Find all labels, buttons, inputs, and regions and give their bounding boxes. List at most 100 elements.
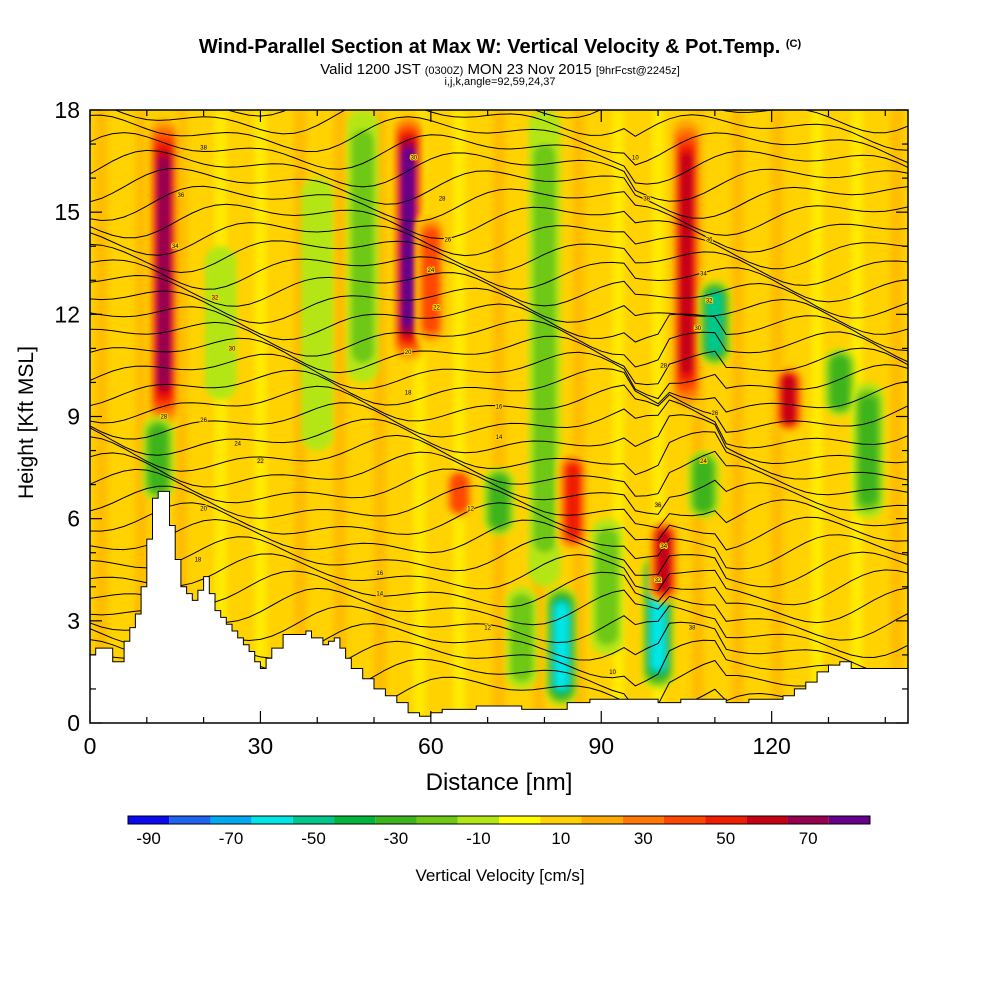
colorbar-tick-label: -90 bbox=[136, 829, 161, 848]
velocity-band bbox=[422, 228, 439, 333]
colorbar-swatch bbox=[828, 816, 870, 824]
isentrope-line bbox=[90, 502, 908, 551]
isentrope-label: 32 bbox=[212, 295, 219, 301]
velocity-core bbox=[823, 348, 856, 417]
isentrope-label: 16 bbox=[376, 571, 383, 577]
isentrope-label: 22 bbox=[257, 459, 264, 465]
colorbar-swatch bbox=[457, 816, 499, 824]
chart-title-tag: (C) bbox=[785, 38, 802, 50]
isentrope-label: 18 bbox=[405, 391, 412, 397]
isentrope-line bbox=[90, 367, 908, 413]
isentrope-line bbox=[90, 518, 908, 570]
colorbar-tick-label: -10 bbox=[466, 829, 491, 848]
velocity-core bbox=[556, 450, 589, 553]
velocity-band bbox=[595, 528, 619, 646]
x-tick-label: 30 bbox=[248, 733, 274, 759]
velocity-band bbox=[694, 457, 713, 512]
isentrope-line bbox=[90, 256, 908, 303]
velocity-band bbox=[830, 355, 849, 410]
terrain bbox=[90, 490, 908, 723]
isentrope-label: 20 bbox=[405, 350, 412, 356]
isentrope-label: 24 bbox=[234, 442, 241, 448]
colorbar-tick-label: -50 bbox=[301, 829, 326, 848]
colorbar-swatch bbox=[128, 816, 170, 824]
velocity-band bbox=[157, 156, 171, 387]
isentrope-label: 34 bbox=[660, 544, 667, 550]
colorbar-swatch bbox=[746, 816, 788, 824]
isentrope-label: 30 bbox=[410, 156, 417, 162]
colorbar-swatch bbox=[169, 816, 211, 824]
colorbar-tick-label: 70 bbox=[799, 829, 818, 848]
isentrope-label: 34 bbox=[700, 271, 707, 277]
isentrope-line bbox=[90, 335, 908, 386]
x-tick-label: 120 bbox=[752, 733, 790, 759]
isentrope-line bbox=[90, 287, 908, 335]
chart-subtitle: Valid 1200 JST (0300Z) MON 23 Nov 2015 [… bbox=[0, 61, 1000, 78]
field-streak bbox=[572, 110, 585, 723]
velocity-core bbox=[545, 586, 578, 706]
colorbar-swatch bbox=[663, 816, 706, 824]
isentrope-line bbox=[90, 149, 908, 202]
isentrope-line bbox=[90, 240, 908, 286]
y-axis-label: Height [Kft MSL] bbox=[15, 346, 38, 499]
colorbar-swatch bbox=[292, 816, 335, 824]
field-streak bbox=[731, 110, 744, 723]
velocity-core bbox=[483, 467, 515, 536]
isentrope-label: 30 bbox=[694, 326, 701, 332]
isentrope-label: 12 bbox=[484, 626, 491, 632]
isentrope-line bbox=[90, 351, 908, 400]
isentrope-line bbox=[90, 570, 908, 624]
chart-title-text: Wind-Parallel Section at Max W: Vertical… bbox=[198, 36, 781, 58]
isentrope-line bbox=[90, 414, 908, 465]
isentrope-label: 20 bbox=[200, 506, 207, 512]
velocity-core bbox=[443, 467, 476, 519]
field-streak bbox=[811, 110, 824, 723]
y-tick-label: 0 bbox=[67, 710, 80, 736]
isentrope-label: 26 bbox=[712, 411, 719, 417]
isentrope-label: 38 bbox=[200, 145, 207, 151]
isentrope-line bbox=[90, 431, 908, 481]
isentrope-label: 22 bbox=[433, 306, 440, 312]
velocity-core bbox=[414, 212, 447, 349]
x-tick-label: 0 bbox=[84, 733, 97, 759]
isentrope-line bbox=[90, 553, 908, 606]
isentrope-line bbox=[90, 114, 908, 166]
velocity-band bbox=[301, 178, 334, 451]
forecast-tag: [9hrFcst@2245z] bbox=[595, 65, 680, 77]
x-axis-label: Distance [nm] bbox=[426, 769, 573, 796]
velocity-core bbox=[687, 450, 720, 519]
isentrope-label: 36 bbox=[706, 237, 713, 243]
y-tick-label: 12 bbox=[54, 301, 80, 327]
isentrope-line bbox=[90, 203, 908, 253]
velocity-core bbox=[147, 110, 180, 434]
isentrope-line bbox=[90, 384, 908, 433]
isentrope-label: 36 bbox=[655, 503, 662, 509]
isentrope-label: 30 bbox=[229, 346, 236, 352]
velocity-core bbox=[505, 586, 538, 689]
colorbar-swatch bbox=[540, 816, 582, 824]
colorbar-swatch bbox=[210, 816, 252, 824]
colorbar-swatch bbox=[416, 816, 458, 824]
isentrope-line bbox=[90, 185, 908, 236]
colorbar-swatch bbox=[787, 816, 829, 824]
velocity-band bbox=[533, 144, 556, 553]
y-tick-label: 15 bbox=[54, 199, 80, 225]
colorbar: -90 -70 -50 -30 -10 10 30 50 70 Vertical Velocity… bbox=[127, 815, 871, 885]
colorbar-tick-label: -70 bbox=[219, 829, 244, 848]
isentrope-line bbox=[113, 110, 908, 151]
velocity-core bbox=[590, 518, 623, 655]
velocity-band bbox=[679, 152, 694, 375]
velocity-band bbox=[401, 147, 415, 328]
isentrope-label: 18 bbox=[195, 558, 202, 564]
isentrope-line bbox=[90, 167, 908, 219]
isentrope-label: 12 bbox=[467, 506, 474, 512]
colorbar-swatch bbox=[375, 816, 417, 824]
isentrope-line bbox=[90, 485, 908, 529]
colorbar-swatch bbox=[705, 816, 747, 824]
isentrope-line bbox=[90, 132, 908, 185]
colorbar-tick-label: 10 bbox=[551, 829, 570, 848]
colorbar-swatch bbox=[334, 816, 376, 824]
isentrope-label: 24 bbox=[700, 459, 707, 465]
velocity-band bbox=[554, 603, 569, 690]
